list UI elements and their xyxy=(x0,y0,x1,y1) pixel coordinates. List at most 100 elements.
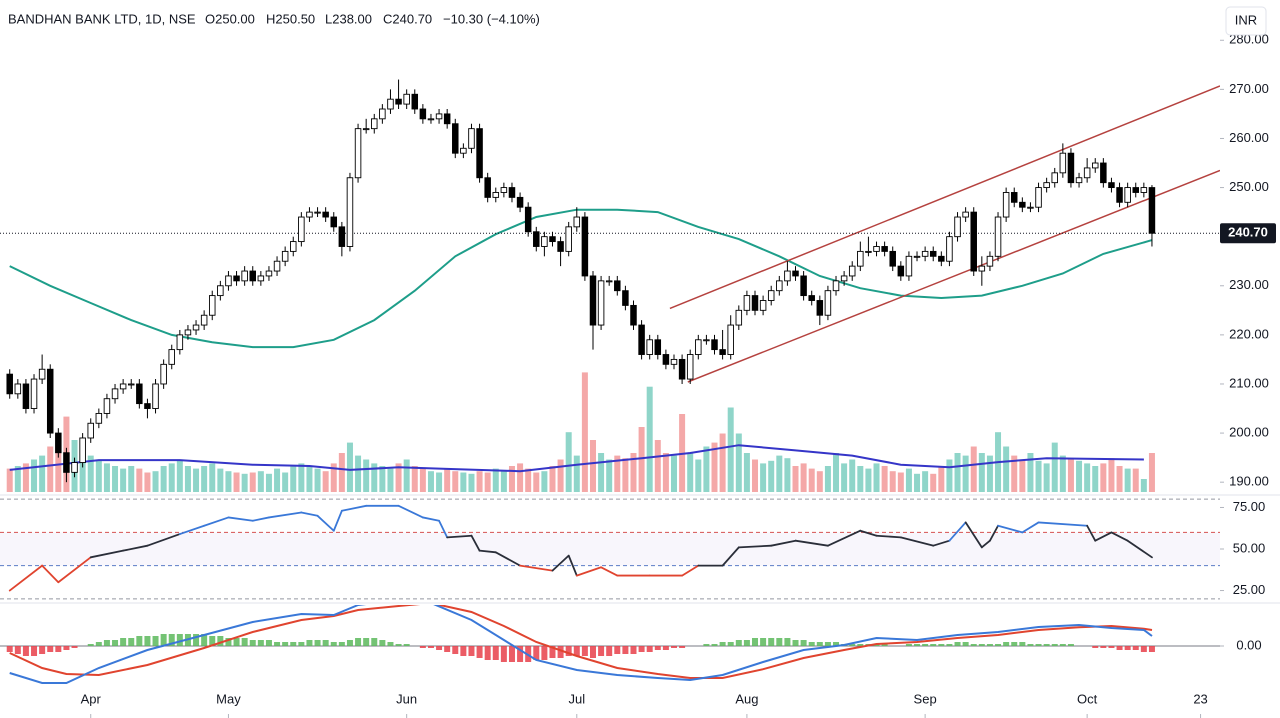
candle-body xyxy=(686,354,694,380)
candle-body xyxy=(176,334,184,351)
histogram-bar xyxy=(484,646,491,660)
candle-body xyxy=(144,403,151,409)
histogram-bar xyxy=(646,646,653,652)
volume-bar xyxy=(517,463,524,492)
histogram-bar xyxy=(103,640,110,646)
candle-body xyxy=(55,432,62,454)
volume-bar xyxy=(460,472,467,492)
volume-bar xyxy=(387,468,394,492)
y-tick-label: 260.00 xyxy=(1229,130,1269,145)
candle-body xyxy=(411,93,419,110)
candle-body xyxy=(654,339,662,355)
histogram-bar xyxy=(930,644,937,646)
volume-bar xyxy=(784,458,791,492)
histogram-bar xyxy=(1132,646,1139,650)
currency[interactable]: INR xyxy=(1235,12,1257,27)
candle-body xyxy=(873,246,880,252)
rsi-segment xyxy=(932,539,951,547)
histogram-bar xyxy=(1092,646,1099,648)
histogram-bar xyxy=(1043,644,1050,646)
histogram-bar xyxy=(87,644,94,646)
histogram-bar xyxy=(71,646,78,648)
volume-bar xyxy=(6,468,13,492)
histogram-bar xyxy=(241,638,248,646)
volume-bar xyxy=(346,442,353,492)
candle-body xyxy=(743,295,751,311)
volume-bar xyxy=(160,466,167,492)
x-tick-label: Apr xyxy=(81,691,102,706)
histogram-bar xyxy=(881,644,888,646)
volume-bar xyxy=(565,432,572,492)
volume-bar xyxy=(257,471,264,492)
histogram-bar xyxy=(193,634,200,646)
candle-body xyxy=(152,383,159,409)
rsi-segment xyxy=(251,516,270,522)
candle-body xyxy=(6,373,13,395)
rsi-segment xyxy=(551,554,570,572)
histogram-bar xyxy=(727,642,734,646)
volume-bar xyxy=(711,442,718,492)
rsi-segment xyxy=(989,524,999,542)
volume-bar xyxy=(290,466,297,492)
volume-bar xyxy=(95,459,102,492)
volume-bar xyxy=(1100,463,1107,492)
candle-body xyxy=(452,123,459,154)
histogram-bar xyxy=(47,646,54,652)
rsi-segment xyxy=(964,521,983,549)
volume-bar xyxy=(508,466,515,492)
volume-bar xyxy=(184,466,191,492)
volume-bar xyxy=(816,471,823,492)
volume-bar xyxy=(371,463,378,492)
candle-body xyxy=(905,255,913,277)
histogram-bar xyxy=(808,642,815,646)
candle-body xyxy=(362,128,370,131)
candle-body xyxy=(1100,162,1107,184)
histogram-bar xyxy=(436,646,443,650)
candle-body xyxy=(808,295,815,301)
histogram-bar xyxy=(905,644,912,646)
volume-bar xyxy=(1084,463,1091,492)
candle-body xyxy=(217,285,224,297)
volume-bar xyxy=(914,473,921,492)
candle-body xyxy=(281,250,289,262)
volume-bar xyxy=(986,455,993,492)
rsi-segment xyxy=(1110,531,1129,542)
volume-bar xyxy=(338,453,345,492)
histogram-bar xyxy=(306,640,313,646)
histogram-bar xyxy=(427,646,434,648)
volume-bar xyxy=(849,459,856,492)
histogram-bar xyxy=(387,642,394,646)
histogram-bar xyxy=(914,644,921,646)
volume-bar xyxy=(87,455,94,492)
last-price-box xyxy=(1220,223,1276,244)
histogram-bar xyxy=(257,640,264,646)
volume-bar xyxy=(703,446,710,492)
candle-body xyxy=(776,280,783,292)
candle-body xyxy=(371,118,378,130)
candle-body xyxy=(970,211,977,272)
volume-bar xyxy=(727,407,734,492)
histogram-bar xyxy=(1027,644,1034,646)
candle-body xyxy=(605,280,613,283)
volume-bar xyxy=(1132,468,1139,492)
rsi-segment xyxy=(567,554,578,577)
rsi-segment xyxy=(227,516,254,522)
volume-bar xyxy=(306,466,313,492)
volume-bar xyxy=(792,466,799,492)
candle-body xyxy=(290,241,297,252)
volume-bar xyxy=(136,468,143,492)
histogram-bar xyxy=(1003,642,1010,646)
candle-body xyxy=(1091,162,1099,169)
candle-body xyxy=(1132,187,1140,193)
candle-body xyxy=(1043,182,1050,189)
volume-bar xyxy=(47,446,54,492)
volume-bar xyxy=(768,460,775,492)
histogram-bar xyxy=(31,646,38,656)
currency-button[interactable] xyxy=(1225,6,1267,36)
candle-body xyxy=(200,314,208,326)
candle-body xyxy=(800,275,807,297)
candle-body xyxy=(524,206,532,233)
rsi-segment xyxy=(1037,521,1089,527)
candle-body xyxy=(119,383,127,390)
rsi-segment xyxy=(397,504,424,519)
